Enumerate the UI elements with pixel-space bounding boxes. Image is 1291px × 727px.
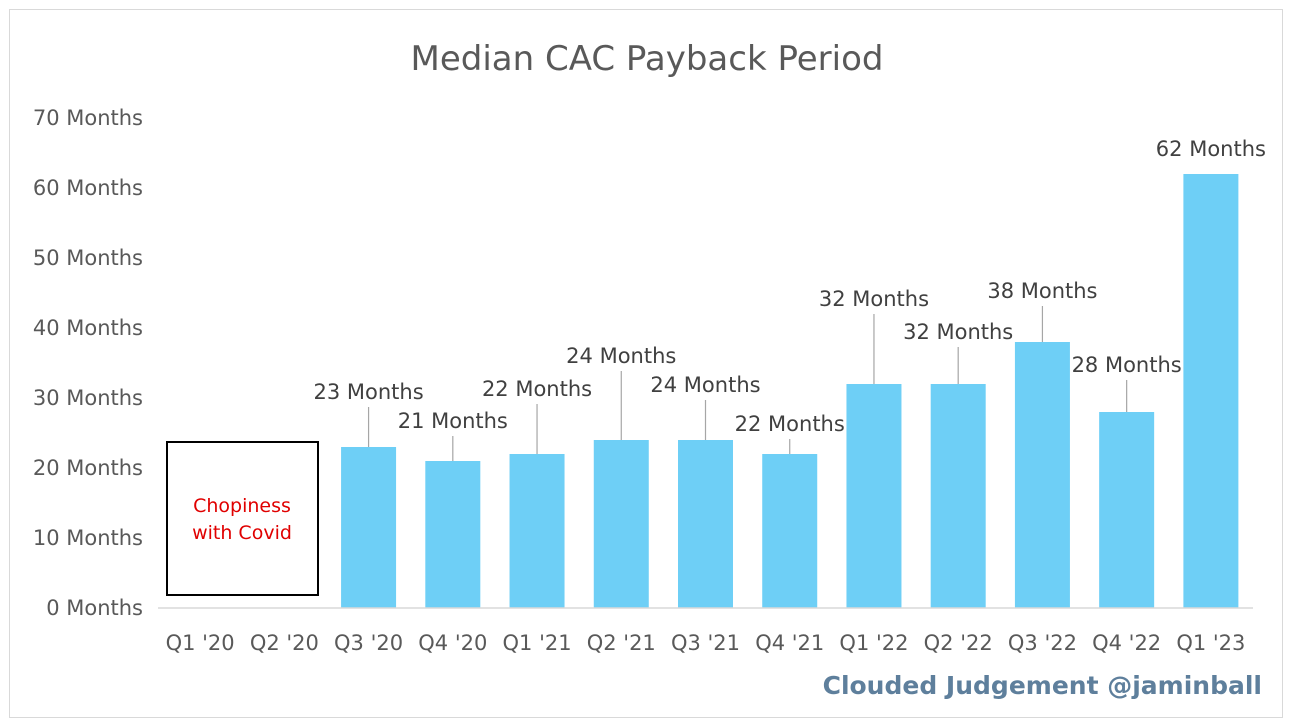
- y-tick-label: 40 Months: [33, 316, 143, 340]
- x-tick-label: Q4 '22: [1092, 631, 1161, 655]
- x-tick-label: Q2 '21: [587, 631, 656, 655]
- bar: [341, 447, 397, 608]
- watermark: Clouded Judgement @jaminball: [823, 671, 1262, 700]
- data-label: 24 Months: [566, 344, 676, 368]
- annotation-line-1: Chopiness: [193, 495, 291, 517]
- data-label: 22 Months: [735, 412, 845, 436]
- data-label: 38 Months: [987, 279, 1097, 303]
- covid-annotation: Chopiness with Covid: [166, 441, 319, 596]
- data-label: 22 Months: [482, 377, 592, 401]
- chart-frame: Median CAC Payback Period 0 Months 10 Mon…: [9, 9, 1283, 718]
- bar: [425, 461, 481, 608]
- x-tick-label: Q2 '20: [250, 631, 319, 655]
- data-label: 24 Months: [650, 373, 760, 397]
- y-tick-label: 10 Months: [33, 526, 143, 550]
- x-tick-label: Q1 '22: [839, 631, 908, 655]
- bar: [762, 454, 818, 608]
- bar: [1014, 342, 1070, 608]
- data-label: 32 Months: [819, 287, 929, 311]
- data-label: 28 Months: [1072, 353, 1182, 377]
- y-tick-label: 30 Months: [33, 386, 143, 410]
- bar: [593, 440, 649, 608]
- bar: [930, 384, 986, 608]
- y-tick-label: 50 Months: [33, 246, 143, 270]
- bar: [1099, 412, 1155, 608]
- data-label: 32 Months: [903, 320, 1013, 344]
- bar: [1183, 174, 1239, 608]
- data-label: 62 Months: [1156, 137, 1266, 161]
- chart-title: Median CAC Payback Period: [411, 39, 884, 79]
- y-tick-label: 70 Months: [33, 106, 143, 130]
- x-tick-label: Q2 '22: [924, 631, 993, 655]
- x-axis: Q1 '20 Q2 '20 Q3 '20 Q4 '20 Q1 '21 Q2 '21 Q3 '…: [158, 607, 1253, 655]
- x-tick-label: Q1 '20: [166, 631, 235, 655]
- bar: [509, 454, 565, 608]
- bar-chart: Median CAC Payback Period 0 Months 10 Mon…: [33, 39, 1266, 700]
- y-axis: 0 Months 10 Months 20 Months 30 Months 40 Mo…: [33, 106, 143, 620]
- y-tick-label: 20 Months: [33, 456, 143, 480]
- y-tick-label: 0 Months: [46, 596, 143, 620]
- annotation-box: [166, 441, 319, 596]
- x-tick-label: Q4 '21: [755, 631, 824, 655]
- annotation-line-2: with Covid: [192, 522, 292, 544]
- data-label: 23 Months: [313, 380, 423, 404]
- plot-area: 23 Months 21 Months 22 Months 24 Months 24 M…: [313, 137, 1266, 608]
- bar: [678, 440, 733, 608]
- x-tick-label: Q1 '23: [1176, 631, 1245, 655]
- x-tick-label: Q1 '21: [503, 631, 572, 655]
- data-label: 21 Months: [398, 409, 508, 433]
- x-tick-label: Q3 '22: [1008, 631, 1077, 655]
- x-tick-label: Q3 '20: [334, 631, 403, 655]
- x-tick-label: Q3 '21: [671, 631, 740, 655]
- y-tick-label: 60 Months: [33, 176, 143, 200]
- bar: [846, 384, 902, 608]
- x-tick-label: Q4 '20: [418, 631, 487, 655]
